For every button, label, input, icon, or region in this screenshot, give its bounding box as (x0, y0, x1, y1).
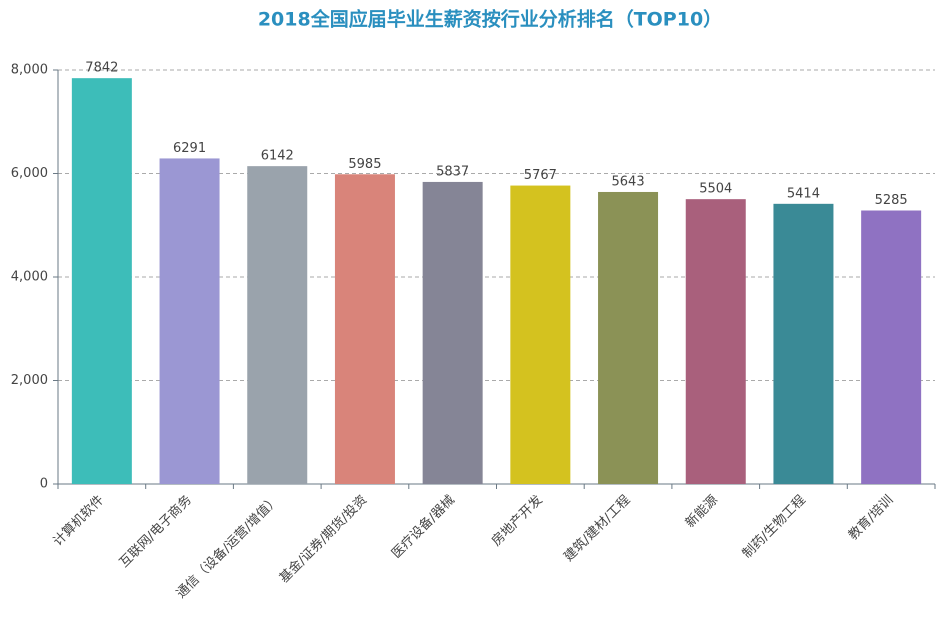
bar (510, 185, 571, 485)
value-label: 5504 (699, 182, 732, 197)
value-label: 5285 (875, 193, 908, 208)
bar (334, 174, 395, 484)
value-label: 6291 (173, 141, 206, 156)
value-label: 5837 (436, 164, 469, 179)
value-label: 7842 (85, 61, 118, 76)
y-tick-label: 2,000 (11, 373, 48, 388)
x-tick-label: 医疗设备/器械 (388, 492, 458, 562)
bar (422, 181, 483, 485)
bar (685, 199, 746, 484)
value-label: 5414 (787, 186, 820, 201)
x-tick-label: 建筑/建材/工程 (561, 492, 634, 565)
y-tick-label: 8,000 (11, 63, 48, 78)
value-label: 5643 (612, 174, 645, 189)
y-tick-label: 0 (40, 477, 48, 492)
value-label: 6142 (261, 149, 294, 164)
x-tick-label: 计算机软件 (51, 493, 108, 550)
x-tick-label: 新能源 (682, 492, 721, 531)
chart-title: 2018全国应届毕业生薪资按行业分析排名（TOP10） (258, 8, 722, 31)
x-tick-label: 房地产开发 (488, 492, 545, 549)
y-tick-label: 4,000 (11, 270, 48, 285)
x-tick-label: 互联网/电子商务 (116, 492, 195, 571)
y-tick-label: 6,000 (11, 166, 48, 181)
bar (71, 78, 132, 484)
x-tick-label: 教育/培训 (845, 492, 896, 543)
x-tick-label: 基金/证券/期货/投资 (276, 492, 370, 586)
value-label: 5985 (348, 157, 381, 172)
bar (247, 166, 308, 485)
bar (159, 158, 220, 485)
bar (861, 210, 922, 484)
value-label: 5767 (524, 168, 557, 183)
bar (773, 203, 834, 484)
x-tick-label: 制药/生物工程 (740, 493, 809, 562)
bar (598, 191, 659, 485)
